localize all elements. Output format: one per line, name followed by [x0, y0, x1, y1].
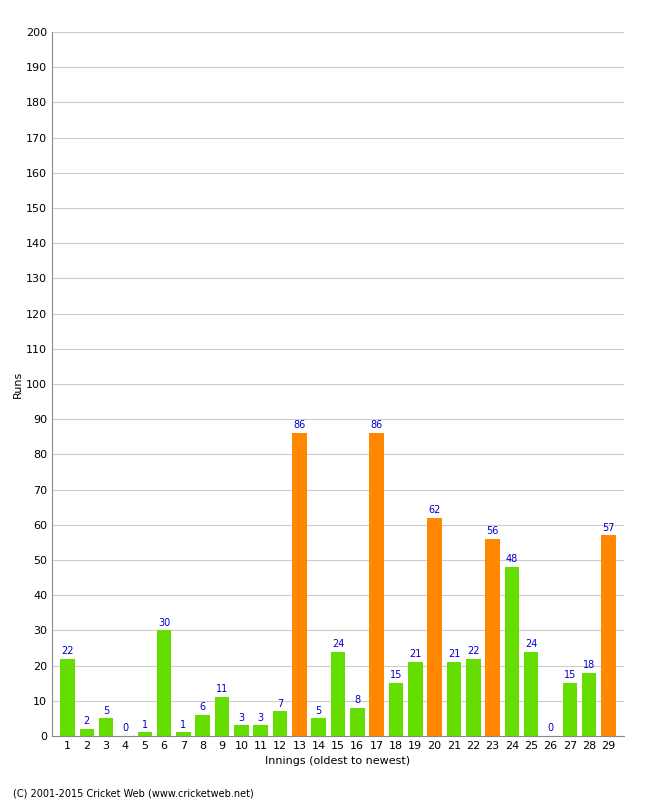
Text: 56: 56 [486, 526, 499, 536]
Bar [331, 651, 345, 736]
Bar [157, 630, 172, 736]
Text: 86: 86 [370, 421, 383, 430]
Bar [486, 539, 500, 736]
Text: 6: 6 [200, 702, 206, 712]
Text: 48: 48 [506, 554, 518, 564]
Text: 21: 21 [409, 650, 421, 659]
Bar [138, 733, 152, 736]
Bar [369, 434, 384, 736]
Text: 22: 22 [61, 646, 73, 656]
Bar [311, 718, 326, 736]
Text: 21: 21 [448, 650, 460, 659]
Text: 0: 0 [122, 723, 129, 733]
Bar [234, 726, 248, 736]
Text: 15: 15 [390, 670, 402, 680]
Text: 2: 2 [84, 716, 90, 726]
Bar [254, 726, 268, 736]
Bar [350, 708, 365, 736]
Text: 15: 15 [564, 670, 576, 680]
Bar [504, 567, 519, 736]
Bar [79, 729, 94, 736]
Text: 22: 22 [467, 646, 480, 656]
Bar [292, 434, 307, 736]
Bar [466, 658, 480, 736]
Bar [524, 651, 538, 736]
Bar [601, 535, 616, 736]
Text: 3: 3 [257, 713, 264, 722]
X-axis label: Innings (oldest to newest): Innings (oldest to newest) [265, 757, 411, 766]
Text: 1: 1 [142, 720, 148, 730]
Bar [99, 718, 113, 736]
Text: 24: 24 [332, 638, 344, 649]
Bar [582, 673, 597, 736]
Bar [428, 518, 442, 736]
Text: 86: 86 [293, 421, 306, 430]
Bar [60, 658, 75, 736]
Text: 18: 18 [583, 660, 595, 670]
Bar [176, 733, 190, 736]
Text: 7: 7 [277, 698, 283, 709]
Bar [408, 662, 422, 736]
Text: (C) 2001-2015 Cricket Web (www.cricketweb.net): (C) 2001-2015 Cricket Web (www.cricketwe… [13, 788, 254, 798]
Bar [196, 715, 210, 736]
Text: 1: 1 [180, 720, 187, 730]
Text: 0: 0 [547, 723, 554, 733]
Text: 5: 5 [103, 706, 109, 715]
Text: 8: 8 [354, 695, 360, 705]
Text: 5: 5 [315, 706, 322, 715]
Text: 24: 24 [525, 638, 538, 649]
Bar [273, 711, 287, 736]
Text: 11: 11 [216, 685, 228, 694]
Text: 3: 3 [239, 713, 244, 722]
Bar [447, 662, 461, 736]
Text: 30: 30 [158, 618, 170, 627]
Y-axis label: Runs: Runs [13, 370, 23, 398]
Bar [214, 698, 229, 736]
Bar [563, 683, 577, 736]
Text: 57: 57 [603, 522, 615, 533]
Bar [389, 683, 403, 736]
Text: 62: 62 [428, 505, 441, 515]
